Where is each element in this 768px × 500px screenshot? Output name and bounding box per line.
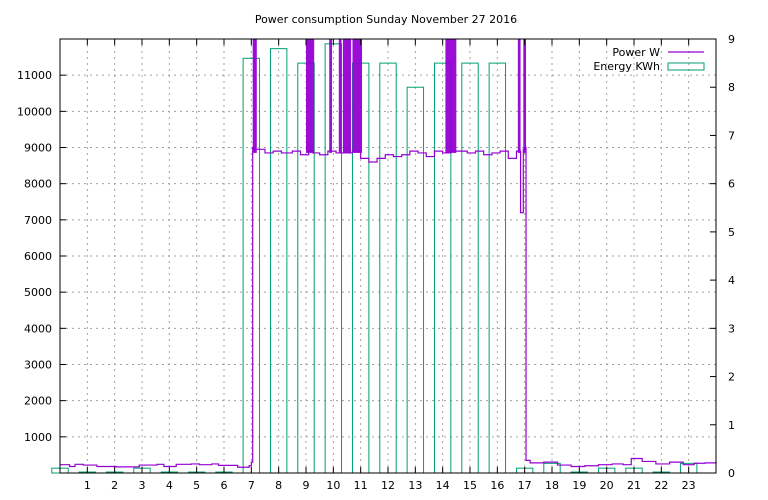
x-tick-label: 19: [572, 479, 586, 492]
power-spike: [445, 39, 457, 153]
legend-label: Power W: [612, 46, 660, 59]
x-tick-label: 15: [463, 479, 477, 492]
x-tick-label: 22: [654, 479, 668, 492]
y-tick-label: 7000: [24, 214, 52, 227]
y2-tick-label: 2: [728, 371, 735, 384]
y-tick-label: 2000: [24, 395, 52, 408]
power-line: [60, 146, 717, 468]
power-spike: [342, 39, 352, 153]
power-spike: [306, 39, 315, 153]
y2-tick-label: 0: [728, 467, 735, 480]
y-tick-label: 11000: [17, 69, 52, 82]
x-tick-label: 5: [193, 479, 200, 492]
x-tick-label: 4: [166, 479, 173, 492]
power-spike: [523, 39, 527, 153]
y-tick-label: 4000: [24, 322, 52, 335]
x-tick-label: 21: [627, 479, 641, 492]
y2-tick-label: 1: [728, 419, 735, 432]
y-tick-label: 5000: [24, 286, 52, 299]
x-tick-label: 16: [490, 479, 504, 492]
y-tick-label: 9000: [24, 142, 52, 155]
x-tick-label: 2: [111, 479, 118, 492]
legend-swatch: [667, 62, 705, 71]
power-spike: [517, 39, 521, 153]
x-tick-label: 12: [381, 479, 395, 492]
y2-tick-label: 8: [728, 81, 735, 94]
y2-tick-label: 5: [728, 226, 735, 239]
y-tick-label: 8000: [24, 178, 52, 191]
y2-tick-label: 7: [728, 129, 735, 142]
chart-title: Power consumption Sunday November 27 201…: [255, 13, 517, 26]
y2-tick-label: 4: [728, 274, 735, 287]
y-tick-label: 10000: [17, 105, 52, 118]
x-tick-label: 20: [600, 479, 614, 492]
x-tick-label: 17: [518, 479, 532, 492]
power-spike: [352, 39, 363, 153]
x-tick-label: 11: [354, 479, 368, 492]
x-tick-label: 3: [139, 479, 146, 492]
y-tick-label: 3000: [24, 359, 52, 372]
power-spike: [252, 39, 257, 153]
x-tick-label: 1: [84, 479, 91, 492]
x-tick-label: 7: [248, 479, 255, 492]
y2-tick-label: 6: [728, 178, 735, 191]
x-tick-label: 13: [408, 479, 422, 492]
y-tick-label: 6000: [24, 250, 52, 263]
x-tick-label: 10: [326, 479, 340, 492]
legend-label: Energy KWh: [593, 60, 660, 73]
y2-tick-label: 9: [728, 33, 735, 46]
power-spike: [338, 39, 342, 153]
y2-tick-label: 3: [728, 322, 735, 335]
x-tick-label: 9: [303, 479, 310, 492]
x-tick-label: 18: [545, 479, 559, 492]
x-tick-label: 14: [436, 479, 450, 492]
power-spike: [329, 39, 332, 153]
x-tick-label: 23: [682, 479, 696, 492]
x-tick-label: 6: [221, 479, 228, 492]
x-tick-label: 8: [275, 479, 282, 492]
y-tick-label: 1000: [24, 431, 52, 444]
energy-bar: [242, 57, 261, 474]
